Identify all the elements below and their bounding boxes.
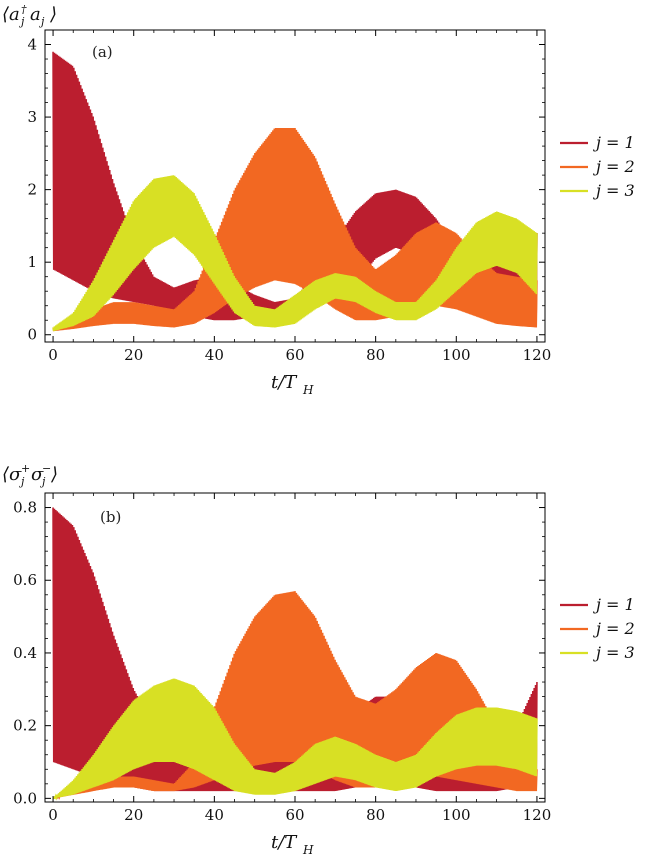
y-tick-label: 3 (27, 108, 37, 126)
legend-label-1: j = 1 (593, 133, 635, 152)
svg-text:t/T: t/T (271, 832, 298, 853)
svg-text:j: j (38, 15, 45, 28)
legend-label-1: j = 1 (593, 595, 635, 614)
svg-text:j: j (18, 475, 25, 488)
panel-b-tag: (b) (100, 508, 121, 526)
svg-text:−: − (42, 462, 51, 475)
x-tick-label: 100 (442, 346, 471, 364)
panel-b-x-axis-label: t/T H (271, 832, 314, 857)
y-tick-label: 4 (27, 36, 37, 54)
y-tick-label: 2 (27, 181, 37, 199)
x-tick-label: 0 (48, 346, 58, 364)
legend-label-2: j = 2 (593, 619, 635, 638)
series-line-3 (52, 175, 538, 332)
x-tick-label: 40 (205, 806, 224, 824)
svg-text:⟨a: ⟨a (2, 4, 20, 25)
x-tick-label: 20 (124, 806, 143, 824)
svg-text:⟨σ: ⟨σ (2, 464, 22, 485)
y-tick-label: 0.2 (13, 717, 37, 735)
x-tick-label: 60 (285, 806, 304, 824)
y-tick-label: 0.8 (13, 499, 37, 517)
panel-b-y-axis-label: ⟨σ + j σ − j ⟩ (2, 462, 58, 488)
svg-text:⟩: ⟩ (49, 4, 57, 25)
legend-label-2: j = 2 (593, 157, 635, 176)
y-tick-label: 0 (27, 326, 37, 344)
y-tick-label: 0.4 (13, 644, 37, 662)
y-tick-label: 0.0 (13, 789, 37, 807)
plot-area-a: 0 20 40 60 80 100 120 0 1 2 3 4 (27, 29, 552, 364)
x-tick-label: 100 (442, 806, 471, 824)
svg-text:σ: σ (31, 464, 44, 485)
legend-label-3: j = 3 (593, 181, 635, 200)
panel-a-x-axis-label: t/T H (271, 372, 314, 397)
legend-label-3: j = 3 (593, 643, 635, 662)
x-tick-label: 20 (124, 346, 143, 364)
series-line-3 (52, 678, 538, 801)
panel-b-legend: j = 1 j = 2 j = 3 (560, 595, 635, 662)
panel-a-legend: j = 1 j = 2 j = 3 (560, 133, 635, 200)
x-tick-label: 0 (48, 806, 58, 824)
svg-text:j: j (39, 475, 46, 488)
y-tick-label: 1 (27, 253, 37, 271)
x-tick-label: 120 (523, 346, 552, 364)
y-tick-label: 0.6 (13, 571, 37, 589)
x-tick-label: 120 (523, 806, 552, 824)
panel-a: ⟨a † j a j ⟩ 0 20 40 60 80 100 120 0 1 2 3 4 (a) j … (2, 3, 635, 397)
svg-text:H: H (302, 383, 314, 397)
plot-area-b: 0 20 40 60 80 100 120 0.0 0.2 0.4 0.6 0.8 (13, 492, 552, 824)
svg-text:t/T: t/T (271, 372, 298, 393)
svg-text:†: † (21, 3, 27, 16)
x-tick-label: 60 (285, 346, 304, 364)
x-tick-label: 80 (366, 346, 385, 364)
svg-text:⟩: ⟩ (50, 464, 58, 485)
panel-b: ⟨σ + j σ − j ⟩ 0 20 40 60 80 100 1200.00.20.40… (2, 462, 635, 857)
svg-text:+: + (21, 462, 30, 475)
x-tick-label: 40 (205, 346, 224, 364)
svg-text:H: H (302, 843, 314, 857)
x-tick-label: 80 (366, 806, 385, 824)
svg-text:a: a (30, 4, 41, 25)
svg-text:j: j (18, 15, 25, 28)
panel-a-tag: (a) (92, 43, 113, 61)
panel-a-y-axis-label: ⟨a † j a j ⟩ (2, 3, 57, 28)
